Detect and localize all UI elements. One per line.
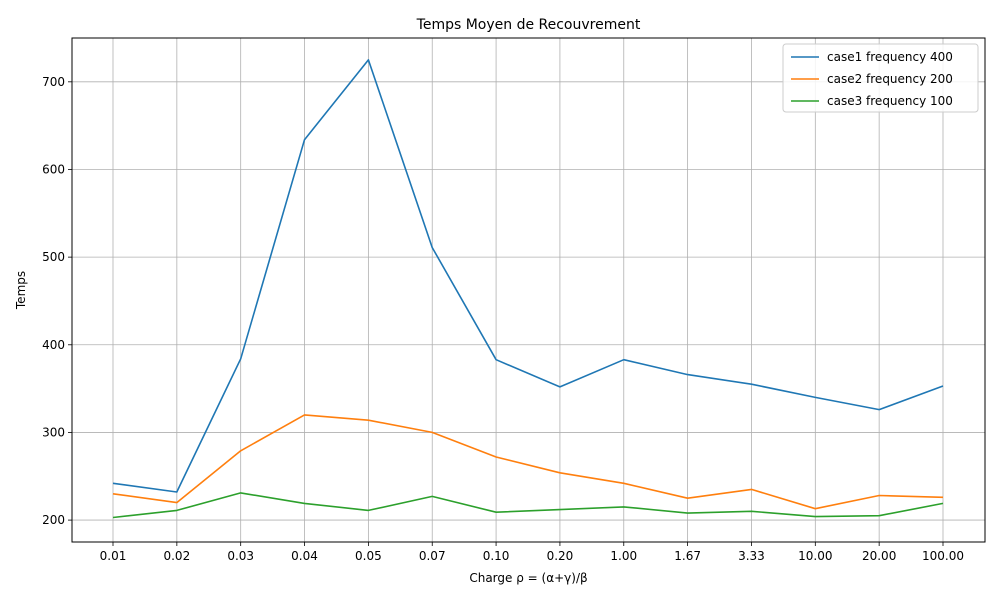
- y-tick-label: 300: [42, 425, 65, 439]
- x-tick-label: 100.00: [922, 549, 964, 563]
- y-tick-label: 500: [42, 250, 65, 264]
- series-line-3: [112, 492, 944, 519]
- x-tick-label: 3.33: [738, 549, 765, 563]
- grid-lines: [72, 38, 985, 542]
- x-tick-label: 0.04: [291, 549, 318, 563]
- legend-label-3: case3 frequency 100: [827, 94, 953, 108]
- x-tick-label: 0.10: [483, 549, 510, 563]
- x-axis-label: Charge ρ = (α+γ)/β: [469, 571, 587, 585]
- legend-label-1: case1 frequency 400: [827, 50, 953, 64]
- series-line-2: [112, 414, 944, 510]
- series-line-1: [112, 59, 944, 493]
- x-tick-label: 0.02: [163, 549, 190, 563]
- x-tick-label: 0.01: [100, 549, 127, 563]
- y-tick-label: 700: [42, 75, 65, 89]
- y-tick-label: 600: [42, 162, 65, 176]
- x-tick-label: 20.00: [862, 549, 896, 563]
- series-layer: [112, 59, 944, 519]
- x-tick-label: 0.07: [419, 549, 446, 563]
- x-tick-label: 0.20: [547, 549, 574, 563]
- chart-title: Temps Moyen de Recouvrement: [416, 17, 641, 33]
- legend-box: [782, 43, 979, 113]
- y-tick-label: 400: [42, 338, 65, 352]
- legend: case1 frequency 400 case2 frequency 200 ca…: [782, 43, 979, 113]
- x-tick-label: 0.03: [227, 549, 254, 563]
- legend-label-2: case2 frequency 200: [827, 72, 953, 86]
- x-axis-ticks: 0.01 0.02 0.03 0.04 0.05 0.07 0.10 0.20 1.00 1.67…: [100, 542, 964, 563]
- plot-frame: [71, 37, 986, 543]
- x-tick-label: 10.00: [798, 549, 832, 563]
- y-axis-ticks: 200 300 400 500 600 700: [42, 75, 72, 527]
- x-tick-label: 1.00: [610, 549, 637, 563]
- y-tick-label: 200: [42, 513, 65, 527]
- x-tick-label: 1.67: [674, 549, 701, 563]
- y-axis-label: Temps: [14, 271, 28, 310]
- x-tick-label: 0.05: [355, 549, 382, 563]
